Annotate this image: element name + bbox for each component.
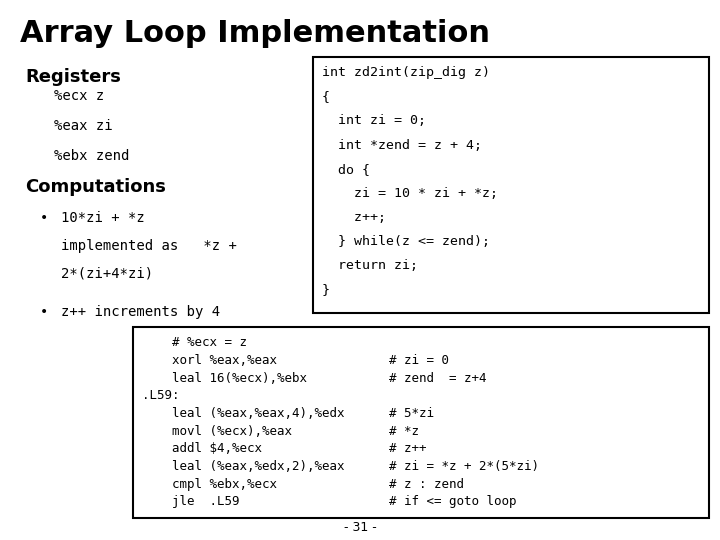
Text: # *z: # *z <box>389 424 419 438</box>
Text: .L59:: .L59: <box>142 389 179 402</box>
Text: # z : zend: # z : zend <box>389 478 464 491</box>
Text: Registers: Registers <box>25 68 121 85</box>
Text: •: • <box>40 305 48 319</box>
Text: z++;: z++; <box>322 211 386 224</box>
Text: 10*zi + *z: 10*zi + *z <box>61 211 145 225</box>
Text: %eax zi: %eax zi <box>54 119 112 133</box>
Text: leal (%eax,%eax,4),%edx: leal (%eax,%eax,4),%edx <box>142 407 344 420</box>
Text: int *zend = z + 4;: int *zend = z + 4; <box>322 138 482 152</box>
Text: %ecx z: %ecx z <box>54 89 104 103</box>
Text: int zi = 0;: int zi = 0; <box>322 114 426 127</box>
Text: z++ increments by 4: z++ increments by 4 <box>61 305 220 319</box>
Text: return zi;: return zi; <box>322 259 418 272</box>
Text: Array Loop Implementation: Array Loop Implementation <box>20 19 490 48</box>
Text: int zd2int(zip_dig z): int zd2int(zip_dig z) <box>322 66 490 79</box>
Text: Computations: Computations <box>25 178 166 196</box>
FancyBboxPatch shape <box>313 57 709 313</box>
Text: # %ecx = z: # %ecx = z <box>142 336 247 349</box>
Text: leal (%eax,%edx,2),%eax: leal (%eax,%edx,2),%eax <box>142 460 344 473</box>
Text: } while(z <= zend);: } while(z <= zend); <box>322 235 490 248</box>
Text: addl $4,%ecx: addl $4,%ecx <box>142 442 262 455</box>
Text: implemented as   *z +: implemented as *z + <box>61 239 237 253</box>
Text: - 31 -: - 31 - <box>343 521 377 534</box>
Text: leal 16(%ecx),%ebx: leal 16(%ecx),%ebx <box>142 372 307 384</box>
Text: # zi = 0: # zi = 0 <box>389 354 449 367</box>
Text: jle  .L59: jle .L59 <box>142 495 239 508</box>
Text: {: { <box>322 90 330 104</box>
Text: # z++: # z++ <box>389 442 426 455</box>
Text: # zend  = z+4: # zend = z+4 <box>389 372 486 384</box>
Text: cmpl %ebx,%ecx: cmpl %ebx,%ecx <box>142 478 277 491</box>
Text: %ebx zend: %ebx zend <box>54 148 130 163</box>
Text: movl (%ecx),%eax: movl (%ecx),%eax <box>142 424 292 438</box>
Text: •: • <box>40 211 48 225</box>
Text: xorl %eax,%eax: xorl %eax,%eax <box>142 354 277 367</box>
Text: # zi = *z + 2*(5*zi): # zi = *z + 2*(5*zi) <box>389 460 539 473</box>
Text: do {: do { <box>322 163 370 176</box>
Text: 2*(zi+4*zi): 2*(zi+4*zi) <box>61 267 153 281</box>
Text: # if <= goto loop: # if <= goto loop <box>389 495 516 508</box>
Text: zi = 10 * zi + *z;: zi = 10 * zi + *z; <box>322 186 498 200</box>
Text: # 5*zi: # 5*zi <box>389 407 433 420</box>
Text: }: } <box>322 283 330 296</box>
FancyBboxPatch shape <box>133 327 709 518</box>
